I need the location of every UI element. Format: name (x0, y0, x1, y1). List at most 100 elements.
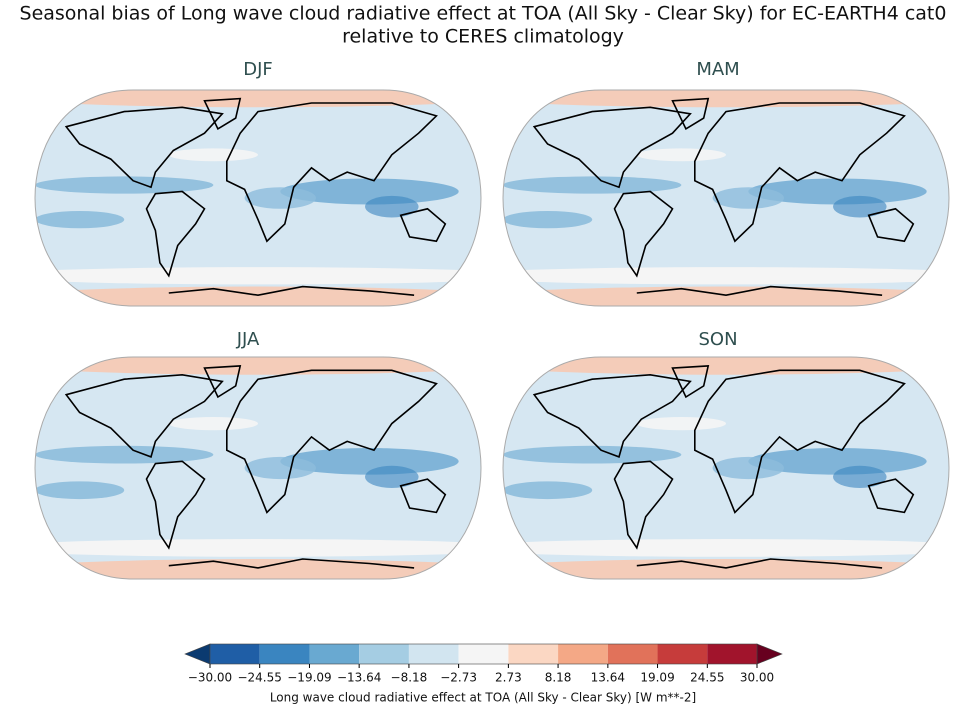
coastline (203, 97, 242, 131)
colorbar-extension (756, 643, 783, 665)
coastline (203, 365, 242, 399)
map-shading (503, 267, 949, 285)
panel-title: MAM (696, 59, 739, 80)
map-panel (35, 357, 481, 579)
map-shading (35, 267, 481, 285)
map-shading (503, 90, 949, 108)
colorbar-tick-label: 13.64 (591, 671, 625, 685)
coastline (613, 190, 674, 278)
map-shading (503, 210, 593, 229)
map-shading (35, 357, 481, 375)
coastline (168, 285, 415, 297)
coastline (532, 106, 692, 189)
colorbar-segment (707, 644, 757, 664)
colorbar-tick-label: 8.18 (545, 671, 572, 685)
coastline (671, 97, 710, 131)
map-shading (365, 195, 419, 218)
coastline (145, 190, 206, 278)
colorbar-segment (309, 644, 360, 664)
colorbar-segment (508, 644, 559, 664)
colorbar-tick-label: −24.55 (237, 671, 281, 685)
coastline (636, 558, 883, 569)
coastline (64, 373, 224, 458)
map-shading (636, 148, 727, 162)
coastline (671, 365, 710, 399)
colorbar-tick-label: 24.55 (690, 671, 724, 685)
title-line: Seasonal bias of Long wave cloud radiati… (20, 3, 947, 25)
map-shading (244, 187, 316, 209)
colorbar-tick-label: −13.64 (337, 671, 381, 685)
map-panel (503, 357, 949, 579)
map-shading (168, 416, 258, 431)
map-frame (34, 356, 482, 580)
map-shading (365, 465, 419, 488)
colorbar-segment (359, 644, 409, 664)
map-shading (168, 148, 258, 162)
coastline (613, 460, 674, 550)
map-shading (636, 416, 727, 431)
coastline (532, 373, 692, 458)
colorbar-segment (607, 644, 658, 664)
coastline (399, 478, 447, 514)
coastline (867, 478, 915, 514)
map-shading (35, 445, 214, 464)
map-shading (280, 178, 459, 205)
map-shading (35, 481, 125, 500)
coastline (693, 369, 906, 514)
coastline (693, 102, 906, 243)
colorbar-label: Long wave cloud radiative effect at TOA … (270, 691, 696, 705)
coastline (399, 207, 447, 243)
map-shading (833, 195, 887, 218)
map-panel (503, 90, 949, 306)
map-shading (280, 448, 459, 475)
map-shading (712, 456, 784, 480)
colorbar-segment (458, 644, 509, 664)
map-shading (244, 456, 316, 480)
colorbar-tick-label: 19.09 (640, 671, 674, 685)
coastline (226, 369, 438, 514)
map-frame (34, 89, 482, 307)
coastline (64, 106, 224, 189)
coastline (867, 207, 915, 243)
map-shading (35, 210, 125, 229)
colorbar-tick-label: −2.73 (440, 671, 477, 685)
map-shading (833, 465, 887, 488)
map-panel (35, 90, 481, 306)
colorbar-segment (657, 644, 708, 664)
map-shading (503, 481, 593, 500)
map-frame (502, 356, 950, 580)
map-shading (503, 176, 682, 194)
colorbar-segment (408, 644, 459, 664)
colorbar-segment (210, 644, 260, 664)
colorbar-tick-label: −8.18 (391, 671, 428, 685)
colorbar-tick-label: −30.00 (188, 671, 232, 685)
colorbar-tick-label: −19.09 (287, 671, 331, 685)
map-shading (712, 187, 784, 209)
coastline (145, 460, 206, 550)
panel-title: DJF (243, 59, 273, 80)
map-shading (35, 176, 214, 194)
title-line: relative to CERES climatology (342, 26, 624, 48)
map-shading (35, 286, 481, 306)
colorbar-extension (184, 643, 211, 665)
panel-title: SON (698, 329, 737, 350)
panel-title: JJA (236, 329, 260, 350)
map-shading (748, 178, 927, 205)
colorbar-segment (558, 644, 608, 664)
map-shading (35, 559, 481, 579)
map-shading (503, 539, 949, 557)
map-shading (503, 445, 682, 464)
map-shading (748, 448, 927, 475)
colorbar-tick-label: 2.73 (495, 671, 522, 685)
map-shading (503, 357, 949, 375)
coastline (168, 558, 415, 569)
coastline (226, 102, 438, 243)
map-shading (35, 90, 481, 108)
coastline (636, 285, 883, 297)
colorbar-frame (209, 643, 758, 665)
colorbar-segment (259, 644, 310, 664)
map-shading (35, 539, 481, 557)
colorbar-tick-label: 30.00 (740, 671, 774, 685)
map-frame (502, 89, 950, 307)
